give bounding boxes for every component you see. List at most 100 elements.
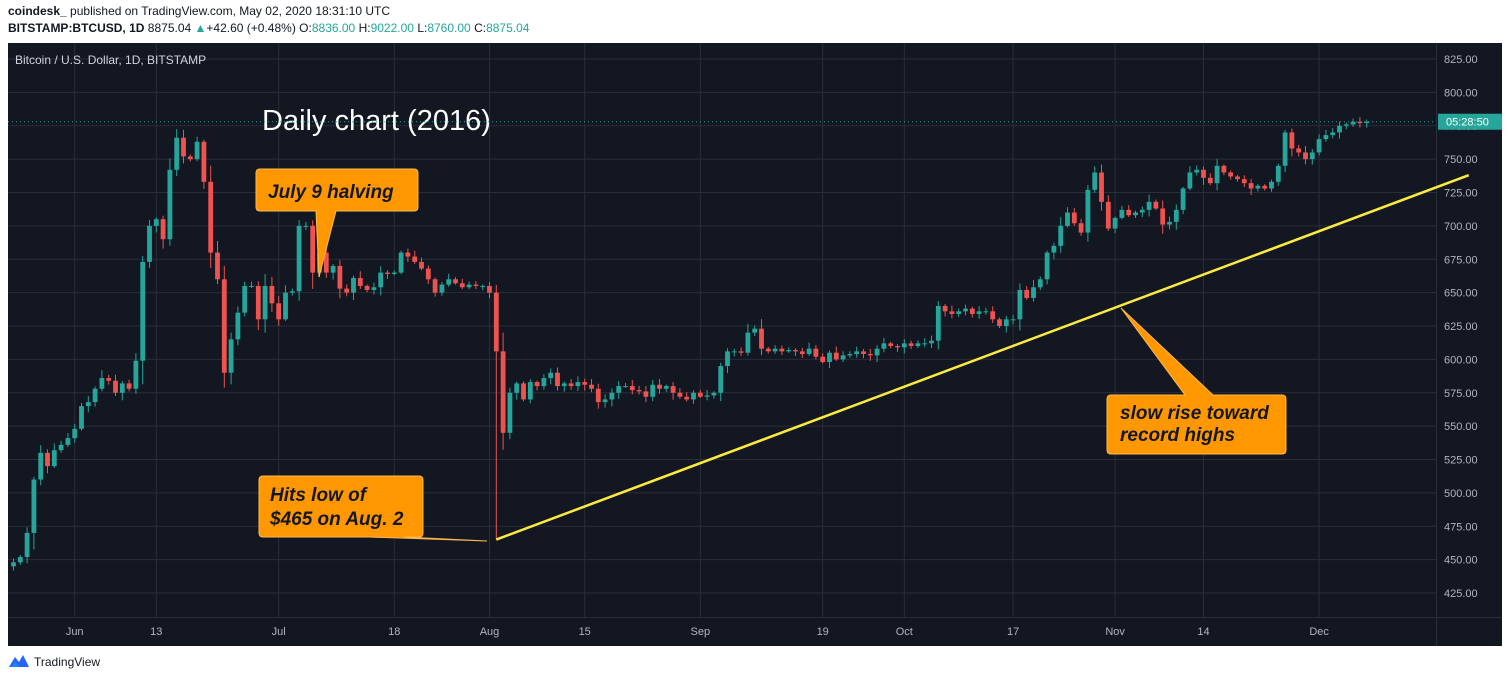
candle-body bbox=[262, 285, 268, 320]
candle-body bbox=[1187, 172, 1193, 189]
candle-body bbox=[555, 372, 560, 387]
candle-body bbox=[310, 225, 316, 273]
candle-body bbox=[17, 556, 23, 563]
candle-body bbox=[657, 384, 662, 389]
candle-body bbox=[1350, 121, 1356, 125]
candle-body bbox=[833, 352, 839, 360]
candle-body bbox=[289, 291, 295, 293]
tradingview-logo-icon[interactable] bbox=[8, 653, 30, 669]
candle-body bbox=[1133, 212, 1138, 216]
candle-body bbox=[147, 225, 152, 262]
candle-body bbox=[45, 452, 50, 467]
low-callout: Hits low of $465 on Aug. 2 bbox=[258, 475, 488, 542]
high-value: 9022.00 bbox=[370, 21, 414, 35]
candle-body bbox=[106, 378, 112, 381]
candle-body bbox=[344, 288, 350, 293]
candle-body bbox=[602, 399, 608, 403]
candle-body bbox=[1343, 124, 1349, 126]
y-tick-label: 675.00 bbox=[1444, 254, 1478, 266]
candle-body bbox=[527, 382, 533, 400]
symbol-label: BITSTAMP:BTCUSD, 1D bbox=[8, 21, 145, 35]
y-tick-label: 600.00 bbox=[1444, 354, 1478, 366]
candle-body bbox=[1330, 132, 1336, 136]
candle-body bbox=[759, 328, 764, 349]
candle-body bbox=[11, 562, 16, 567]
candle-body bbox=[745, 332, 751, 353]
candle-body bbox=[1037, 279, 1043, 288]
candle-body bbox=[534, 382, 540, 387]
candle-body bbox=[85, 402, 91, 407]
candle-body bbox=[582, 382, 588, 385]
y-tick-label: 700.00 bbox=[1444, 221, 1478, 233]
candle-body bbox=[847, 354, 853, 356]
candle-body bbox=[119, 383, 125, 393]
candle-body bbox=[718, 366, 724, 393]
candle-body bbox=[711, 392, 717, 396]
candle-body bbox=[935, 305, 941, 341]
candle-body bbox=[575, 382, 581, 387]
candle-body bbox=[208, 181, 214, 253]
candle-body bbox=[738, 351, 744, 353]
candle-body bbox=[432, 279, 438, 293]
tradingview-brand[interactable]: TradingView bbox=[34, 655, 101, 669]
candle-body bbox=[330, 265, 336, 273]
candle-body bbox=[1201, 169, 1206, 178]
x-tick-label: Jul bbox=[272, 626, 286, 638]
candle-body bbox=[861, 351, 866, 355]
candle-body bbox=[725, 351, 730, 367]
candle-body bbox=[731, 351, 737, 353]
publish-info: coindesk_ published on TradingView.com, … bbox=[8, 4, 390, 18]
price-axis[interactable]: 825.00800.00775.00750.00725.00700.00675.… bbox=[1444, 54, 1478, 600]
candle-body bbox=[514, 383, 520, 393]
candle-body bbox=[398, 252, 404, 273]
candle-body bbox=[323, 252, 329, 273]
rise-label-line1: slow rise toward bbox=[1120, 403, 1269, 424]
candle-body bbox=[1071, 212, 1077, 224]
candle-body bbox=[480, 285, 486, 287]
candle-body bbox=[201, 141, 207, 182]
price-badge-text: 05:28:50 bbox=[1446, 117, 1489, 129]
candle-body bbox=[167, 169, 173, 240]
x-tick-label: 14 bbox=[1197, 626, 1209, 638]
candle-body bbox=[691, 392, 696, 400]
candle-body bbox=[616, 386, 622, 393]
candle-body bbox=[1228, 172, 1234, 177]
candle-body bbox=[249, 285, 254, 287]
candle-body bbox=[521, 383, 526, 400]
candle-body bbox=[561, 383, 567, 387]
candle-body bbox=[854, 351, 860, 355]
candle-body bbox=[629, 386, 635, 391]
candle-body bbox=[459, 283, 465, 288]
time-axis[interactable]: Jun 13 Jul 18 Aug 15 Sep 19 Oct 17 Nov 14 Dec bbox=[66, 626, 1330, 638]
daily-chart-title: Daily chart (2016) bbox=[262, 105, 491, 137]
trendline[interactable] bbox=[495, 173, 1470, 541]
candle-body bbox=[419, 261, 424, 269]
candle-body bbox=[1167, 221, 1172, 225]
candle-body bbox=[1309, 152, 1315, 160]
candle-body bbox=[425, 268, 431, 280]
close-value: 8875.04 bbox=[486, 21, 530, 35]
publisher-name[interactable]: coindesk_ bbox=[8, 4, 67, 18]
candle-body bbox=[548, 372, 554, 379]
candle-body bbox=[493, 292, 499, 352]
chart-panel[interactable]: 825.00800.00775.00750.00725.00700.00675.… bbox=[8, 43, 1502, 646]
candle-body bbox=[1296, 148, 1302, 153]
candle-body bbox=[51, 450, 57, 467]
candle-body bbox=[187, 156, 193, 160]
y-tick-label: 800.00 bbox=[1444, 87, 1478, 99]
candle-body bbox=[1017, 289, 1023, 320]
candle-body bbox=[990, 311, 996, 320]
candle-body bbox=[337, 265, 343, 289]
change-value: +42.60 (+0.48%) bbox=[206, 21, 296, 35]
candle-body bbox=[942, 305, 948, 312]
candle-body bbox=[473, 284, 479, 286]
time-axis-border bbox=[8, 617, 1502, 618]
candle-body bbox=[487, 285, 492, 293]
y-tick-label: 575.00 bbox=[1444, 388, 1478, 400]
x-tick-label: 13 bbox=[150, 626, 162, 638]
candle-body bbox=[364, 285, 370, 290]
candlestick-chart[interactable]: 825.00800.00775.00750.00725.00700.00675.… bbox=[8, 43, 1502, 646]
candle-body bbox=[820, 356, 826, 363]
open-value: 8836.00 bbox=[311, 21, 356, 35]
halving-callout: July 9 halving bbox=[255, 168, 419, 278]
